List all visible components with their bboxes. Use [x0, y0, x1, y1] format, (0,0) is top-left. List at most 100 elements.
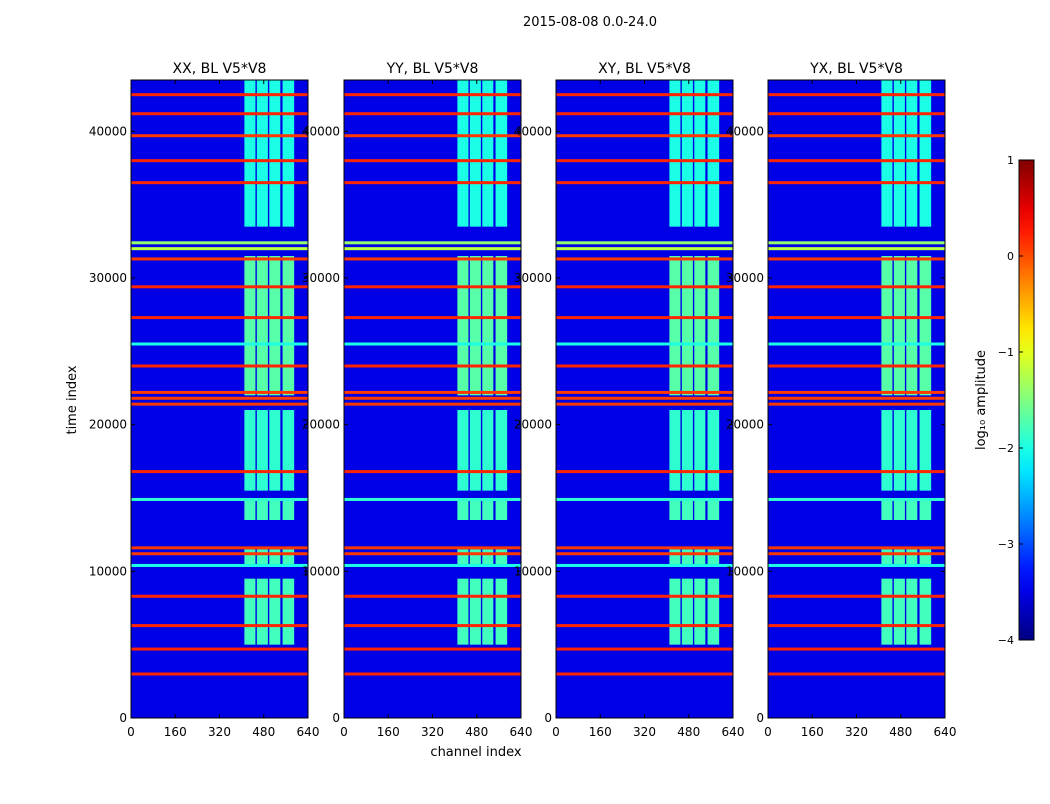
x-tick-label: 320: [208, 725, 231, 739]
x-tick-label: 640: [297, 725, 320, 739]
flagged-row: [768, 342, 945, 346]
flagged-row: [556, 112, 733, 116]
flagged-row: [344, 546, 521, 550]
rfi-block: [893, 256, 905, 396]
rfi-block: [669, 410, 681, 491]
flagged-row: [556, 672, 733, 676]
flagged-row: [131, 241, 308, 245]
y-tick-label: 10000: [89, 564, 127, 578]
rfi-block: [469, 500, 481, 520]
x-tick-label: 160: [377, 725, 400, 739]
rfi-block: [707, 549, 720, 564]
flagged-row: [131, 402, 308, 406]
flagged-row: [768, 241, 945, 245]
rfi-block: [457, 80, 469, 227]
panel-title: XY, BL V5*V8: [598, 61, 691, 77]
y-tick-label: 40000: [302, 124, 340, 138]
rfi-block: [893, 410, 905, 491]
x-tick-label: 480: [252, 725, 275, 739]
rfi-block: [906, 578, 918, 645]
flagged-row: [556, 316, 733, 320]
rfi-block: [694, 578, 706, 645]
flagged-row: [556, 241, 733, 245]
flagged-row: [556, 563, 733, 567]
rfi-block: [244, 578, 256, 645]
x-tick-label: 480: [889, 725, 912, 739]
flagged-row: [768, 159, 945, 163]
flagged-row: [556, 93, 733, 97]
flagged-row: [556, 647, 733, 651]
y-tick-label: 20000: [726, 418, 764, 432]
rfi-block: [256, 500, 268, 520]
flagged-row: [768, 396, 945, 400]
flagged-row: [768, 247, 945, 251]
flagged-row: [131, 285, 308, 289]
x-tick-label: 640: [510, 725, 533, 739]
rfi-block: [906, 256, 918, 396]
colorbar-tick-label: −4: [998, 634, 1014, 647]
flagged-row: [768, 181, 945, 185]
rfi-block: [256, 549, 268, 564]
flagged-row: [344, 181, 521, 185]
y-tick-label: 40000: [89, 124, 127, 138]
y-tick-label: 0: [119, 711, 127, 725]
flagged-row: [344, 402, 521, 406]
flagged-row: [768, 257, 945, 261]
panel-title: YX, BL V5*V8: [809, 61, 903, 77]
flagged-row: [344, 342, 521, 346]
flagged-row: [556, 594, 733, 598]
flagged-row: [344, 672, 521, 676]
panel-title: YY, BL V5*V8: [386, 61, 479, 77]
flagged-row: [556, 342, 733, 346]
flagged-row: [131, 181, 308, 185]
flagged-row: [131, 257, 308, 261]
flagged-row: [131, 647, 308, 651]
flagged-row: [768, 552, 945, 556]
rfi-block: [469, 256, 481, 396]
rfi-block: [906, 80, 918, 227]
colorbar-tick-label: 0: [1007, 250, 1014, 263]
flagged-row: [768, 285, 945, 289]
x-tick-label: 0: [340, 725, 348, 739]
x-tick-label: 160: [589, 725, 612, 739]
x-tick-label: 0: [764, 725, 772, 739]
rfi-block: [681, 80, 693, 227]
flagged-row: [344, 364, 521, 368]
rfi-block: [881, 500, 893, 520]
flagged-row: [344, 563, 521, 567]
rfi-block: [457, 256, 469, 396]
rfi-block: [282, 500, 295, 520]
panel-1: YY, BL V5*V8 0 160 320 480 640 0 10000 20000 3000…: [302, 61, 533, 739]
flagged-row: [131, 364, 308, 368]
flagged-row: [768, 390, 945, 394]
flagged-row: [344, 497, 521, 501]
rfi-block: [681, 256, 693, 396]
flagged-row: [131, 672, 308, 676]
flagged-row: [768, 316, 945, 320]
rfi-block: [893, 500, 905, 520]
rfi-block: [282, 256, 295, 396]
rfi-block: [482, 549, 494, 564]
flagged-row: [131, 112, 308, 116]
rfi-block: [482, 256, 494, 396]
rfi-block: [681, 500, 693, 520]
rfi-block: [482, 80, 494, 227]
panel-0: XX, BL V5*V8 0 160 320 480 640 0 10000 20000 3000…: [89, 61, 320, 739]
rfi-block: [669, 549, 681, 564]
x-tick-label: 480: [465, 725, 488, 739]
flagged-row: [768, 470, 945, 474]
flagged-row: [768, 624, 945, 628]
flagged-row: [131, 497, 308, 501]
x-tick-label: 160: [801, 725, 824, 739]
rfi-block: [244, 256, 256, 396]
x-tick-label: 320: [633, 725, 656, 739]
y-tick-label: 30000: [302, 271, 340, 285]
colorbar-tick-label: 1: [1007, 154, 1014, 167]
flagged-row: [556, 390, 733, 394]
rfi-block: [269, 578, 281, 645]
rfi-block: [881, 256, 893, 396]
flagged-row: [556, 396, 733, 400]
flagged-row: [344, 624, 521, 628]
rfi-block: [881, 410, 893, 491]
rfi-block: [669, 578, 681, 645]
